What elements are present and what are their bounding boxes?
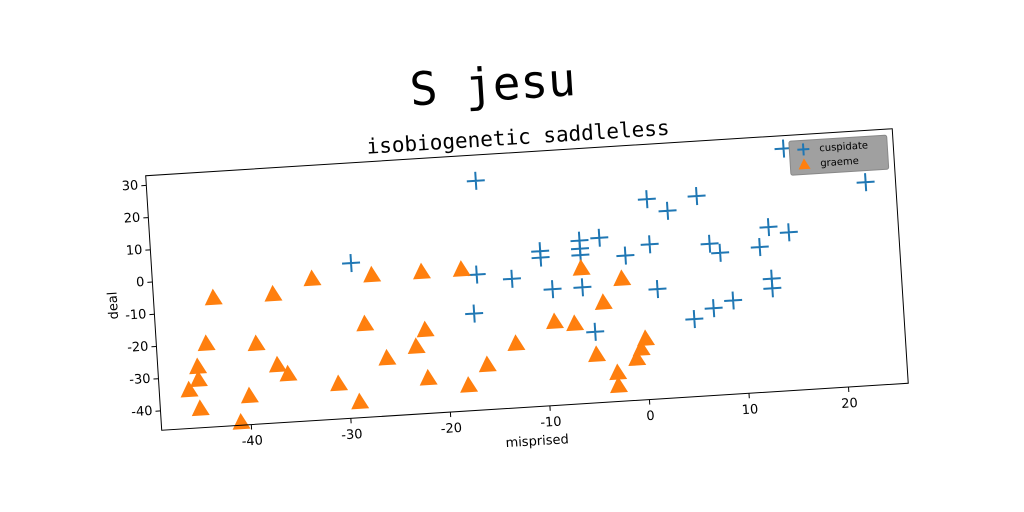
triangle-marker xyxy=(413,262,431,280)
plus-marker xyxy=(711,243,730,262)
x-tick-label: 0 xyxy=(646,409,655,424)
triangle-marker xyxy=(628,349,647,367)
y-tick-label: 20 xyxy=(123,211,140,227)
triangle-marker xyxy=(609,363,628,381)
triangle-marker xyxy=(363,265,382,283)
triangle-marker xyxy=(566,314,585,332)
triangle-marker xyxy=(197,334,216,352)
y-tick-label: 10 xyxy=(125,243,142,259)
triangle-marker xyxy=(204,288,223,306)
plus-marker xyxy=(750,238,769,257)
triangle-marker xyxy=(637,329,656,347)
plus-marker xyxy=(342,254,361,273)
triangle-marker xyxy=(247,334,266,352)
triangle-marker xyxy=(268,355,287,373)
plus-marker xyxy=(704,299,723,318)
triangle-marker xyxy=(546,312,565,330)
plus-marker xyxy=(543,280,562,299)
x-tick-label: -40 xyxy=(241,433,263,449)
plus-marker xyxy=(763,279,782,298)
y-tick-label: -20 xyxy=(127,339,149,355)
x-tick-label: -20 xyxy=(440,421,462,437)
triangle-marker xyxy=(632,339,651,357)
triangle-marker xyxy=(407,337,426,355)
triangle-marker xyxy=(613,269,632,287)
triangle-marker xyxy=(303,269,322,287)
y-tick-label: 0 xyxy=(136,275,145,290)
triangle-marker xyxy=(588,345,607,363)
triangle-marker xyxy=(507,334,526,352)
plus-marker xyxy=(759,218,778,237)
triangle-marker xyxy=(189,357,208,375)
plus-marker xyxy=(856,173,875,192)
triangle-marker xyxy=(191,399,210,417)
triangle-marker xyxy=(232,413,251,430)
plus-marker xyxy=(658,201,677,220)
triangle-marker xyxy=(572,259,591,276)
plus-marker xyxy=(637,190,656,209)
plus-marker xyxy=(648,280,667,299)
legend-box xyxy=(788,134,890,176)
triangle-marker xyxy=(351,392,370,410)
x-tick-label: -30 xyxy=(341,427,363,443)
triangle-marker xyxy=(610,376,629,394)
plus-marker xyxy=(531,242,550,261)
x-axis-label: misprised xyxy=(505,432,569,451)
triangle-marker xyxy=(356,314,375,332)
triangle-marker xyxy=(264,284,283,302)
plus-marker xyxy=(687,187,706,206)
triangle-marker xyxy=(378,348,397,366)
triangle-marker xyxy=(452,260,471,277)
y-tick-label: -40 xyxy=(131,404,153,420)
legend-marker xyxy=(797,143,810,156)
y-axis-label: deal xyxy=(105,291,122,320)
legend-marker xyxy=(798,158,811,170)
triangle-marker xyxy=(478,355,497,373)
triangle-marker xyxy=(240,386,259,404)
y-tick-label: -10 xyxy=(125,307,147,323)
plus-marker xyxy=(685,310,704,329)
plus-marker xyxy=(466,171,485,190)
plus-marker xyxy=(640,235,659,254)
triangle-marker xyxy=(460,376,479,393)
plus-marker xyxy=(590,228,609,247)
x-tick-label: 10 xyxy=(741,402,758,418)
plus-marker xyxy=(573,278,592,297)
x-tick-label: 20 xyxy=(841,396,858,412)
y-tick-label: 30 xyxy=(121,178,138,194)
triangle-marker xyxy=(279,364,298,382)
x-tick-label: -10 xyxy=(540,415,562,431)
triangle-marker xyxy=(180,380,199,398)
plus-marker xyxy=(502,269,521,288)
plus-marker xyxy=(467,265,486,284)
plot-frame xyxy=(145,128,909,431)
plus-marker xyxy=(779,223,798,242)
plus-marker xyxy=(724,291,743,310)
rotated-figure: S jesu isobiogenetic saddleless -40 -30 -2… xyxy=(105,52,909,451)
suptitle: S jesu xyxy=(408,52,577,116)
triangle-marker xyxy=(419,368,438,386)
plus-marker xyxy=(465,304,484,323)
triangle-marker xyxy=(416,320,435,338)
legend-label: cuspidate xyxy=(819,140,868,154)
triangle-marker xyxy=(594,293,613,310)
y-tick-label: -30 xyxy=(129,372,151,388)
legend-label: graeme xyxy=(820,156,859,169)
plus-marker xyxy=(700,234,719,253)
triangle-marker xyxy=(330,374,349,392)
plus-marker xyxy=(616,246,635,265)
triangle-marker xyxy=(189,370,208,388)
plus-marker xyxy=(586,322,605,341)
